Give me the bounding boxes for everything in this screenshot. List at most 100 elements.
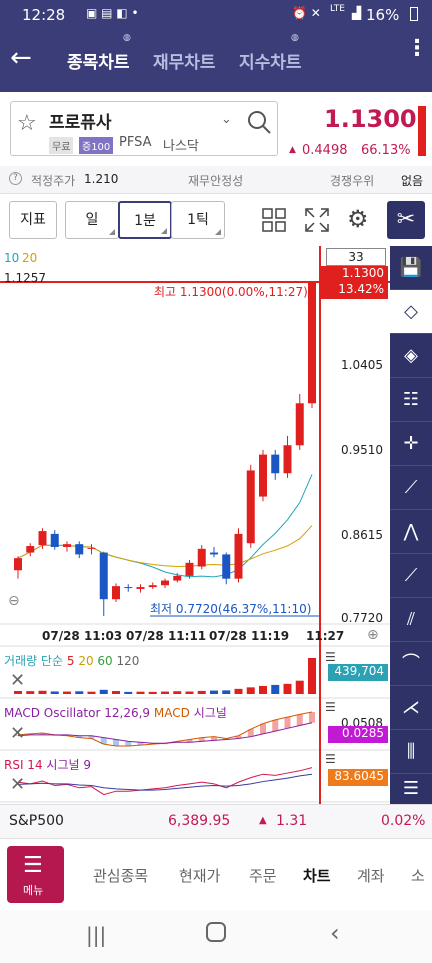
candle-body (222, 554, 231, 579)
nav-chart[interactable]: 차트 (303, 867, 331, 885)
more-menu-icon[interactable]: ⋮ (406, 36, 428, 61)
trendline-icon[interactable]: ⟋ (390, 466, 432, 510)
alarm-icon: ⏰ ✕ (292, 6, 321, 20)
candle-body (26, 546, 35, 553)
status-bar: 12:28 ▣ ▤ ◧ • ⏰ ✕ LTE ▟ 16% (0, 0, 432, 30)
nav-account[interactable]: 계좌 (357, 867, 385, 885)
volume-bar (38, 690, 47, 694)
volume-bar (50, 691, 59, 694)
volume-bar (197, 690, 206, 694)
stock-chart[interactable]: 10 20 1.1257 33 1.1300 13.42% 최고 1.1300(… (0, 246, 390, 804)
line-icon[interactable]: ⟋ (390, 554, 432, 598)
stock-summary: ☆ 프로퓨사 무료 증100 PFSA 나스닥 ⌄ 1.1300 ▲ 0.449… (0, 92, 432, 166)
minute-button[interactable]: 1분 (118, 201, 172, 239)
panel-menu-icon[interactable]: ☰ (325, 752, 336, 766)
fibonacci-icon[interactable]: ☷ (390, 378, 432, 422)
zoom-out-icon[interactable]: ⊖ (8, 593, 20, 609)
drawing-tools-icon[interactable]: ✂ (387, 201, 425, 239)
menu-button[interactable]: ☰ 메뉴 (7, 846, 64, 903)
levels-icon[interactable]: ☰ (402, 778, 420, 799)
nav-order[interactable]: 주문 (249, 867, 277, 885)
close-icon[interactable]: ✕ (10, 670, 26, 691)
erase-all-icon[interactable]: ◈ (390, 334, 432, 378)
help-icon[interactable]: ? (9, 172, 22, 185)
zigzag-icon[interactable]: ⋀ (390, 510, 432, 554)
home-icon[interactable] (206, 922, 226, 942)
candle-body (246, 470, 255, 544)
panel-menu-icon[interactable]: ☰ (325, 700, 336, 714)
current-price: 1.1300 (324, 105, 417, 133)
ma10-label: 10 (4, 251, 20, 265)
volume-bar (259, 685, 267, 694)
macd-osc-bar (113, 739, 119, 746)
zoom-in-icon[interactable]: ⊕ (367, 627, 379, 643)
stock-ticker: PFSA (119, 135, 152, 150)
network-label: LTE (330, 4, 345, 14)
realtime-icon: ◍ (291, 33, 299, 43)
free-badge: 무료 (49, 137, 74, 154)
back-arrow-icon[interactable]: ← (10, 43, 32, 73)
price-bar (418, 106, 426, 156)
fair-price-label: 적정주가 (31, 174, 76, 188)
favorite-star-icon[interactable]: ☆ (17, 111, 37, 136)
tab-stock-chart[interactable]: ◍ 종목차트 (67, 33, 131, 73)
price-change-pct: 66.13% (361, 143, 411, 158)
y-tick: 0.9510 (341, 443, 383, 457)
chevron-down-icon[interactable]: ⌄ (221, 112, 232, 127)
recent-apps-icon[interactable]: ||| (86, 923, 107, 947)
close-icon[interactable]: ✕ (10, 774, 26, 795)
close-icon[interactable]: ✕ (10, 723, 26, 744)
chart-canvas[interactable] (0, 246, 390, 804)
rsi-line (17, 767, 313, 796)
candle-body (38, 531, 47, 546)
macd-osc-bar (235, 735, 242, 739)
fullscreen-icon[interactable] (305, 208, 329, 232)
volume-bar (246, 687, 255, 694)
volume-bar (112, 691, 120, 694)
crosshair-icon[interactable]: ✛ (390, 422, 432, 466)
indicator-button[interactable]: 지표 (9, 201, 57, 239)
y-tick: 1.0405 (341, 358, 383, 372)
stock-search-box[interactable]: ☆ 프로퓨사 무료 증100 PFSA 나스닥 ⌄ (10, 101, 278, 156)
back-icon[interactable]: ‹ (330, 919, 340, 947)
candle-body (259, 454, 267, 497)
save-icon[interactable]: 💾 (390, 246, 432, 290)
ma20-line (17, 525, 313, 567)
volume-bar (308, 658, 316, 694)
layout-grid-icon[interactable] (262, 208, 286, 232)
volume-bar (75, 691, 84, 694)
index-change-pct: 0.02% (381, 813, 426, 829)
arc-icon[interactable]: ⌒ (390, 642, 432, 686)
index-ticker[interactable]: S&P500 6,389.95 ▲ 1.31 0.02% (0, 804, 432, 838)
search-icon[interactable] (247, 110, 271, 134)
candle-count-box[interactable]: 33 (326, 248, 386, 266)
macd-panel-label: MACD Oscillator 12,26,9 MACD 시그널 (4, 706, 227, 720)
panel-menu-icon[interactable]: ☰ (325, 650, 336, 664)
day-button[interactable]: 일 (65, 201, 119, 239)
nav-more[interactable]: 소 (411, 867, 425, 885)
eraser-icon[interactable]: ◇ (390, 290, 432, 334)
ma20-label: 20 (22, 251, 38, 265)
macd-value-tag: 0.0285 (328, 726, 388, 743)
channel-icon[interactable]: ⫽ (390, 598, 432, 642)
fan-icon[interactable]: ⋌ (390, 686, 432, 730)
volume-bar (283, 683, 292, 694)
bars-icon[interactable]: ⫼ (390, 730, 432, 774)
status-time: 12:28 (22, 6, 66, 24)
candle-body (197, 548, 206, 567)
candle-body (210, 552, 218, 555)
candle-body (75, 544, 84, 555)
tab-index-chart[interactable]: ◍ 지수차트 (239, 33, 302, 73)
volume-bar (136, 691, 145, 694)
current-price-tag: 1.1300 (320, 266, 388, 282)
candle-body (148, 585, 157, 588)
high-annotation: 최고 1.1300(0.00%,11:27) (154, 285, 308, 299)
tick-button[interactable]: 1틱 (171, 201, 225, 239)
rsi-value-tag: 83.6045 (328, 769, 388, 786)
index-name: S&P500 (9, 813, 64, 829)
tab-financial-chart[interactable]: 재무차트 (153, 53, 216, 73)
candle-body (112, 586, 120, 600)
nav-watchlist[interactable]: 관심종목 (93, 867, 149, 885)
nav-quote[interactable]: 현재가 (179, 867, 221, 885)
settings-gear-icon[interactable]: ⚙ (347, 205, 369, 233)
